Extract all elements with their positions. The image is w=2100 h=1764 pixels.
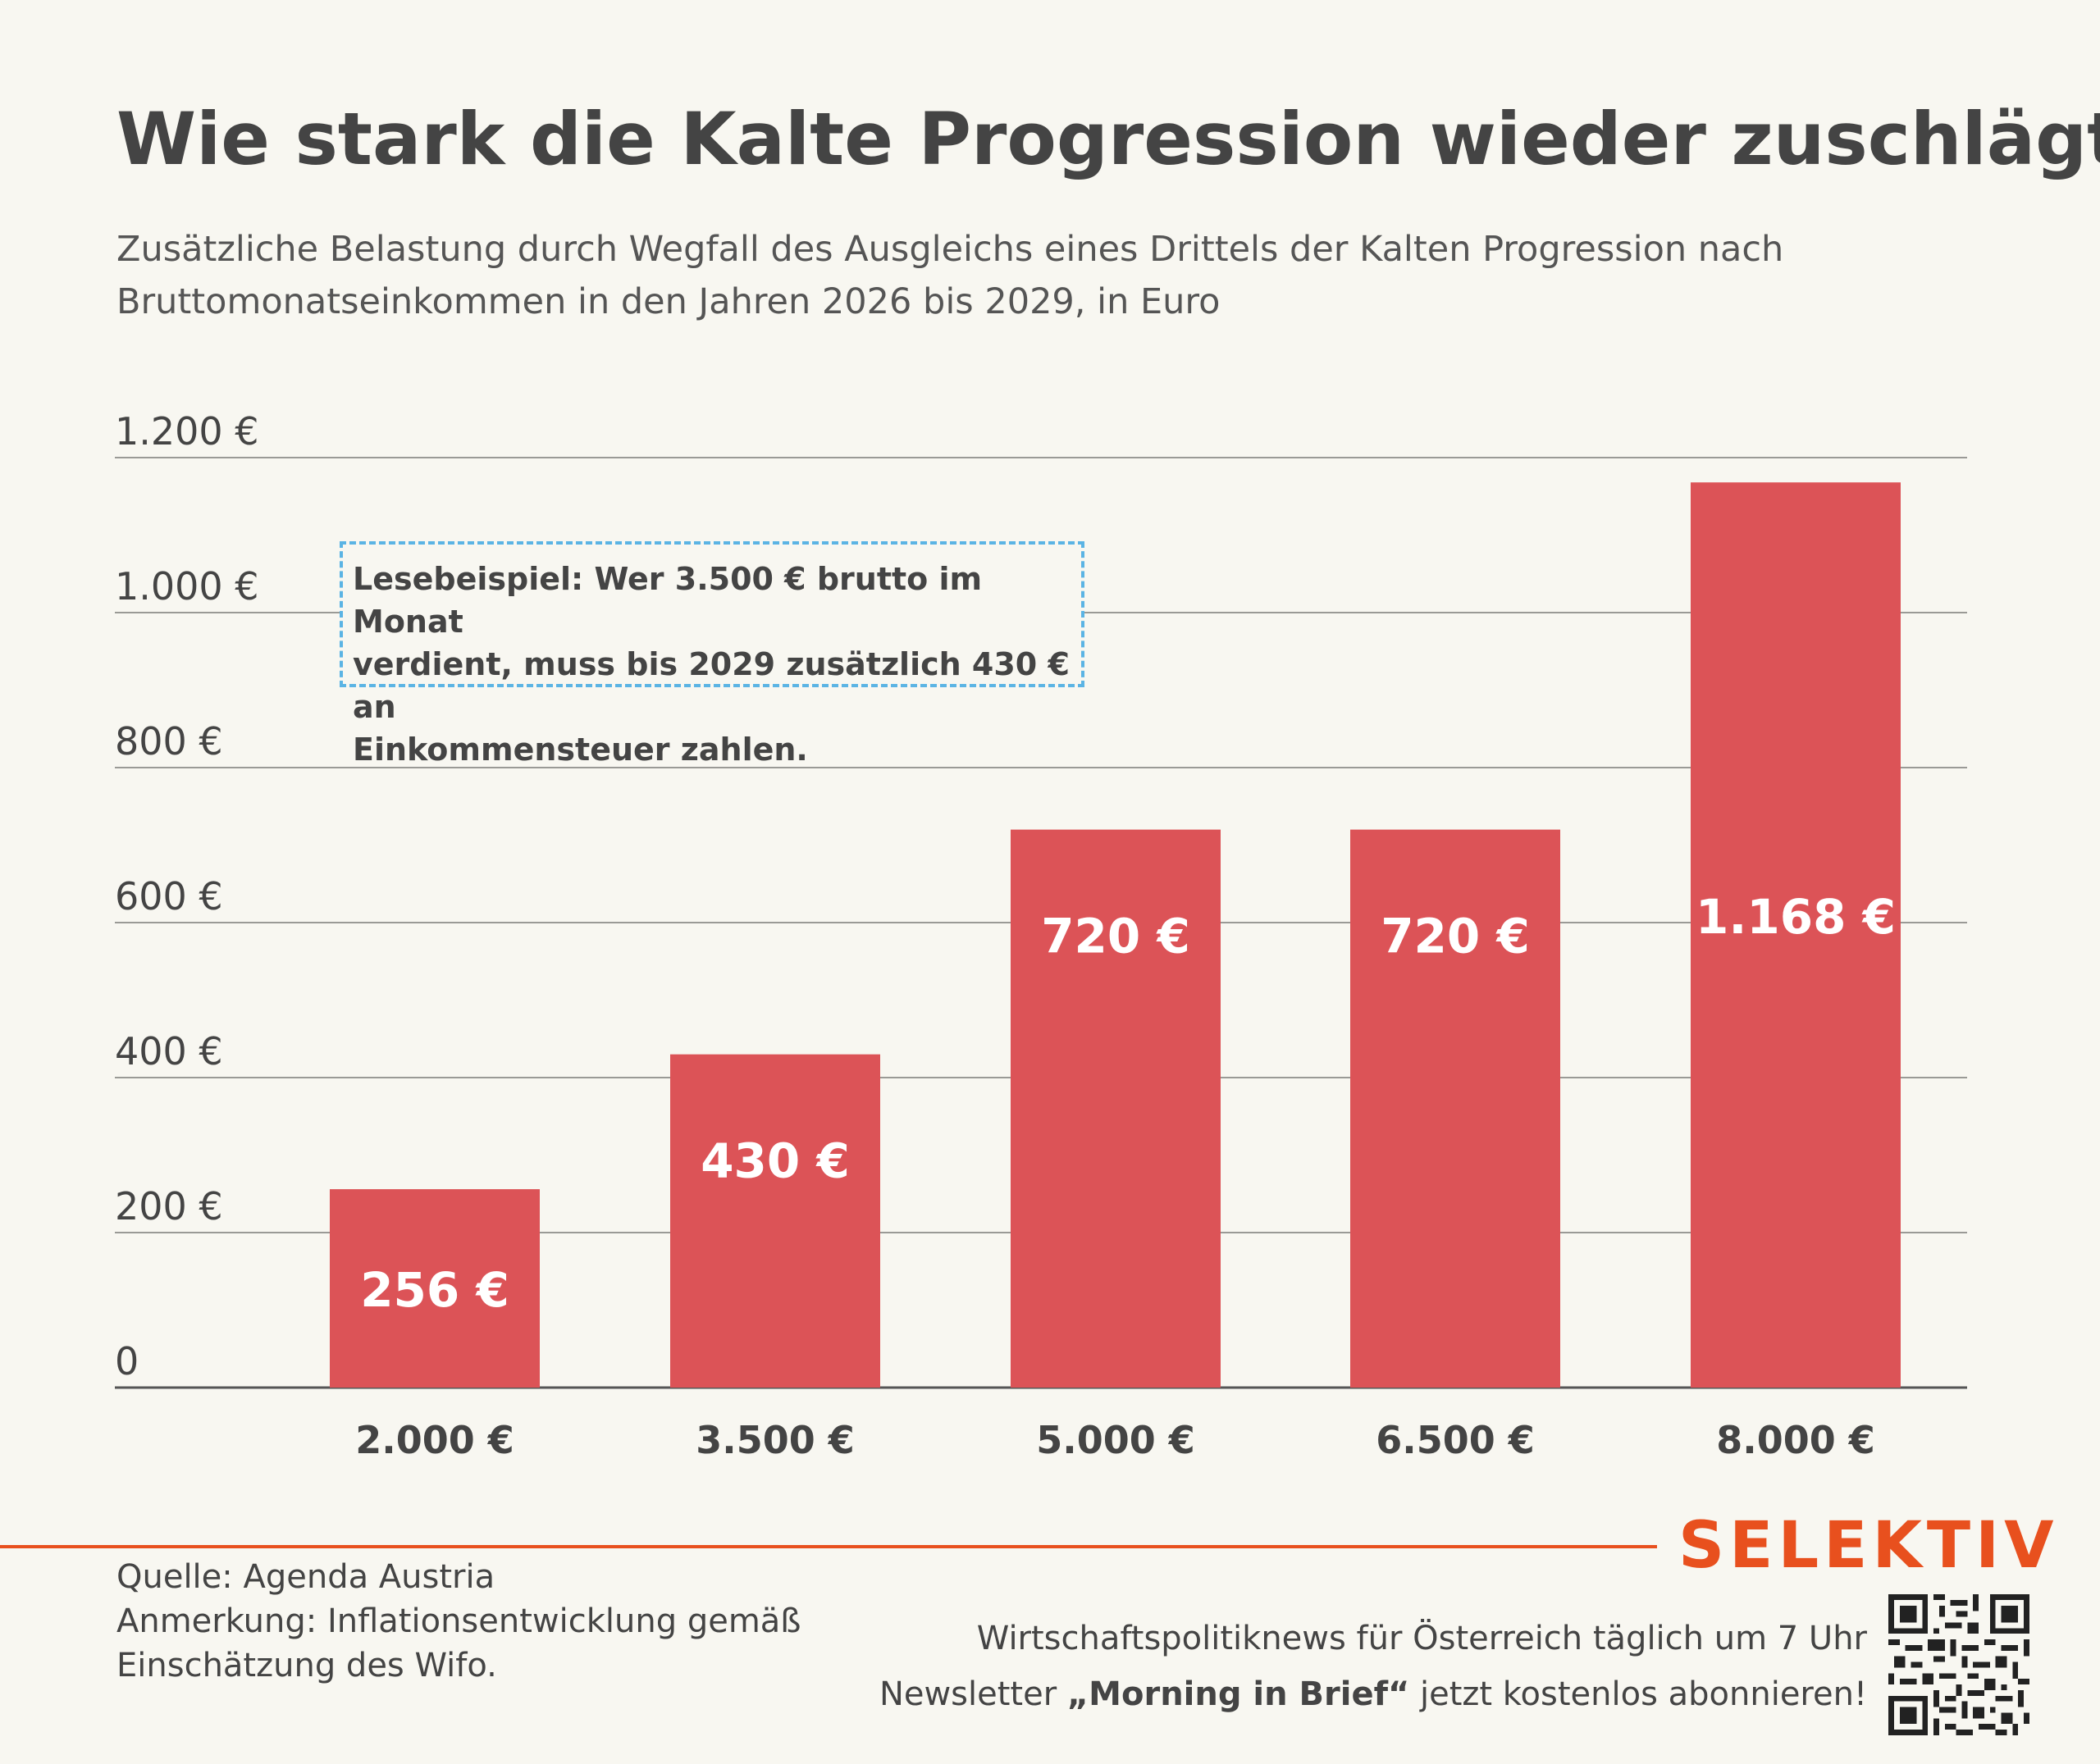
y-tick-label: 1.000 € (115, 564, 259, 609)
bars: 256 € 430 € 720 € 720 € 1.168 € (330, 482, 1901, 1388)
data-label: 720 € (1041, 909, 1190, 964)
y-tick-label: 200 € (115, 1184, 223, 1228)
qr-code-icon[interactable] (1888, 1594, 2029, 1735)
newsletter-name: „Morning in Brief“ (1066, 1675, 1410, 1713)
data-label: 1.168 € (1696, 889, 1896, 945)
x-tick-label: 5.000 € (1036, 1418, 1195, 1462)
axis-labels: 0 200 € 400 € 600 € 800 € 1.000 € 1.200 € 2.000… (115, 409, 1875, 1462)
bar (330, 1189, 540, 1388)
bar-chart: 256 € 430 € 720 € 720 € 1.168 € 0 200 € 400 € 6… (115, 409, 1967, 1462)
data-label: 256 € (360, 1262, 509, 1318)
source-text: Quelle: Agenda Austria (116, 1558, 495, 1596)
annotation-line-1: Lesebeispiel: Wer 3.500 € brutto im Mona… (353, 561, 983, 640)
y-tick-label: 600 € (115, 874, 223, 918)
x-tick-label: 3.500 € (696, 1418, 855, 1462)
promo-suffix: jetzt kostenlos abonnieren! (1409, 1675, 1867, 1713)
x-tick-label: 6.500 € (1376, 1418, 1535, 1462)
newsletter-promo: Wirtschaftspolitiknews für Österreich tä… (801, 1611, 1867, 1722)
note-line-2: Einschätzung des Wifo. (116, 1647, 497, 1684)
subtitle-line-2: Bruttomonatseinkommen in den Jahren 2026… (116, 281, 1221, 322)
annotation-line-2: verdient, muss bis 2029 zusätzlich 430 €… (353, 646, 1070, 725)
bar (670, 1054, 880, 1388)
y-tick-label: 800 € (115, 719, 223, 763)
bar (1691, 482, 1901, 1388)
footer-divider (0, 1545, 1657, 1548)
subtitle-line-1: Zusätzliche Belastung durch Wegfall des … (116, 229, 1784, 270)
data-label: 720 € (1381, 909, 1530, 964)
promo-line-2[interactable]: Newsletter „Morning in Brief“ jetzt kost… (801, 1666, 1867, 1722)
annotation-line-3: Einkommensteuer zahlen. (353, 732, 808, 768)
y-tick-label: 1.200 € (115, 409, 259, 454)
y-tick-label: 0 (115, 1339, 139, 1383)
note-line-1: Anmerkung: Inflationsentwicklung gemäß (116, 1602, 801, 1640)
promo-prefix: Newsletter (879, 1675, 1067, 1713)
y-tick-label: 400 € (115, 1029, 223, 1073)
selektiv-logo: SELEKTIV (1678, 1509, 2059, 1583)
bar (1011, 829, 1221, 1388)
source-note: Quelle: Agenda Austria Anmerkung: Inflat… (116, 1555, 937, 1688)
x-tick-label: 2.000 € (355, 1418, 514, 1462)
reading-example-annotation: Lesebeispiel: Wer 3.500 € brutto im Mona… (340, 541, 1084, 768)
bar (1350, 829, 1560, 1388)
chart-subtitle: Zusätzliche Belastung durch Wegfall des … (116, 223, 2003, 328)
data-label: 430 € (701, 1133, 850, 1189)
promo-line-1: Wirtschaftspolitiknews für Österreich tä… (976, 1620, 1867, 1657)
chart-title: Wie stark die Kalte Progression wieder z… (116, 97, 2100, 181)
x-tick-label: 8.000 € (1716, 1418, 1875, 1462)
